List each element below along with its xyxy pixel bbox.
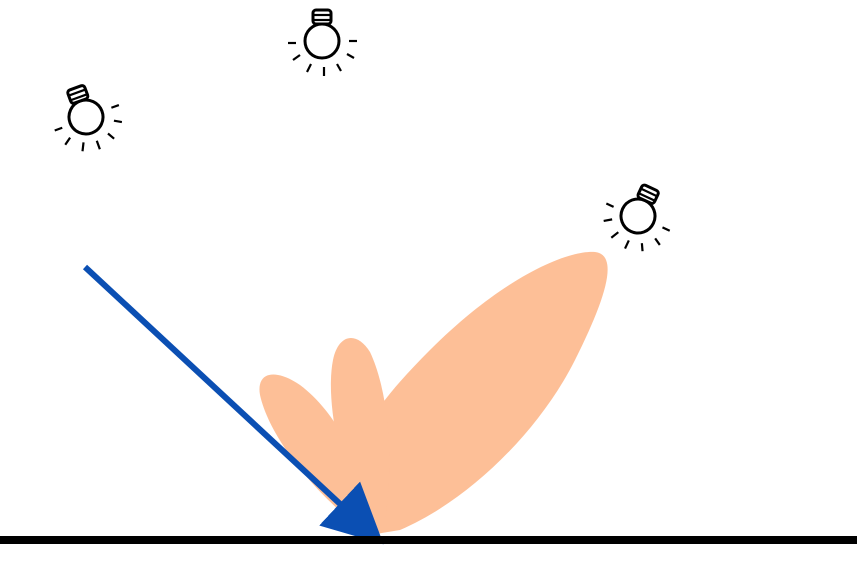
lightbulb-icon [286, 8, 359, 78]
lightbulb-icon [41, 74, 133, 164]
lightbulb-icon [590, 172, 685, 265]
surface-line [0, 536, 857, 544]
incident-ray-arrow [82, 264, 384, 545]
specular-lobe [352, 251, 608, 535]
reflection-lobes [259, 251, 608, 535]
